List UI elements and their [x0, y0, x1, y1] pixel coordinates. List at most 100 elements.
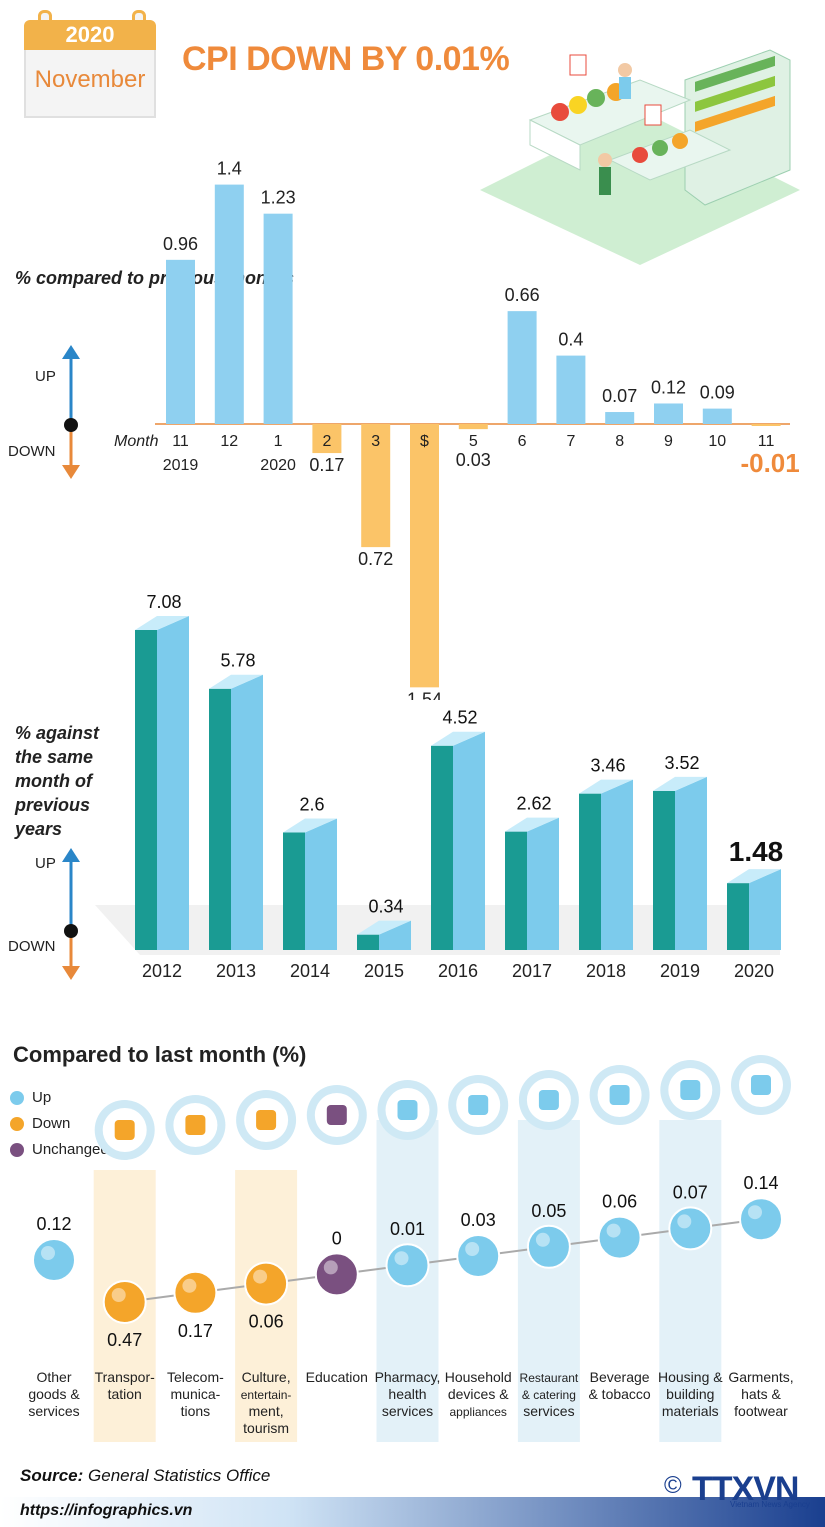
year-tick-label: 2017 [512, 961, 552, 981]
category-name-label: Telecom- [167, 1369, 224, 1385]
category-dot-highlight [323, 1260, 338, 1275]
month-value-label: 0.03 [456, 450, 491, 470]
shelf-produce-2 [695, 75, 775, 112]
calendar-month: November [24, 50, 156, 118]
year-tick-label: 2013 [216, 961, 256, 981]
category-name-label: & tobacco [588, 1386, 650, 1402]
shelf-produce-1 [695, 55, 775, 92]
month-tick-label: 8 [615, 433, 624, 450]
category-dot [526, 1224, 571, 1269]
category-dot [314, 1252, 359, 1297]
source-label: Source: [20, 1466, 84, 1485]
month-bar-3 [312, 424, 342, 454]
year-value-label: 1.48 [729, 836, 784, 867]
month-tick-label: 11 [758, 433, 775, 450]
category-value-label: 0.07 [673, 1182, 708, 1202]
yearly-bar-chart: 7.08 2012 5.78 2013 2.6 2014 0.34 2015 4.52 2016 2… [95, 592, 784, 981]
year-tick-label: 2019 [163, 457, 199, 474]
month-bar-4 [361, 424, 391, 548]
year-bar-2017 [505, 817, 559, 950]
year-bar-front [579, 793, 601, 950]
category-trend-line [124, 1218, 762, 1303]
year-bar-2019 [653, 776, 707, 950]
category-name-label: munica- [171, 1386, 221, 1402]
clapperboard-icon-glyph [256, 1110, 277, 1130]
category-name-label: Culture, [242, 1369, 291, 1385]
updown-arrow-2 [62, 848, 80, 980]
category-name-label: Pharmacy, [375, 1369, 441, 1385]
category-dot [739, 1197, 783, 1242]
category-value-label: 0.01 [390, 1219, 425, 1239]
category-name-label: Other [36, 1369, 71, 1385]
antenna-icon-glyph [185, 1115, 206, 1135]
year-bar-front [357, 934, 379, 950]
category-name-label: Household [445, 1369, 512, 1385]
category-name-label: Restaurant [520, 1371, 579, 1385]
year-bar-side [305, 818, 337, 950]
month-value-label: 1.4 [217, 159, 242, 179]
year-bar-2018 [579, 779, 633, 950]
year-bar-side [453, 731, 485, 950]
legend-unchanged-dot [10, 1142, 24, 1157]
month-bar-7 [507, 311, 537, 424]
footer-url-link[interactable]: https://infographics.vn [20, 1502, 193, 1519]
source-line: Source: General Statistics Office [20, 1466, 270, 1486]
month-value-label: 0.17 [309, 455, 344, 475]
up-label-1: UP [35, 368, 56, 385]
category-value-label: 0.17 [178, 1321, 213, 1341]
month-bar-8 [556, 355, 586, 424]
year-bar-front [505, 831, 527, 950]
year-bar-front [209, 688, 231, 950]
month-bar-6 [458, 424, 488, 430]
category-name-label: tourism [243, 1420, 289, 1436]
category-name-label: building [666, 1386, 714, 1402]
price-tag-icon [569, 54, 587, 76]
category-name-label: services [28, 1403, 79, 1419]
month-value-label: 0.12 [651, 377, 686, 397]
market-stall-side [529, 119, 581, 171]
shoe-icon-glyph [751, 1075, 771, 1095]
seller-body-icon [619, 77, 631, 99]
category-section-title: Compared to last month (%) [13, 1042, 307, 1067]
year-bar-side [675, 776, 707, 950]
calendar-year: 2020 [24, 20, 156, 50]
traffic-light-icon-glyph [114, 1120, 135, 1140]
down-arrow-icon [62, 966, 80, 980]
year-bar-2013 [209, 674, 263, 950]
year-bar-side [157, 615, 189, 950]
category-column-highlight [517, 1120, 580, 1442]
category-dot [102, 1280, 147, 1324]
category-name-label: tions [181, 1403, 211, 1419]
category-name-label: devices & [448, 1386, 509, 1402]
year-tick-label: 2020 [260, 457, 296, 474]
legend-down-dot [10, 1116, 24, 1131]
category-dot [32, 1238, 76, 1282]
shopper-body-icon [599, 167, 611, 195]
month-value-label: 0.4 [558, 330, 583, 350]
year-bar-front [653, 790, 675, 950]
month-tick-label: $ [420, 433, 429, 450]
year-tick-label: 2019 [660, 961, 700, 981]
category-name-label: ment, [249, 1403, 284, 1419]
category-name-label: tation [108, 1386, 142, 1402]
shelf-produce-3 [695, 95, 775, 132]
year-bar-side [527, 817, 559, 950]
calendar-badge: 2020 November [24, 10, 156, 118]
category-dot-highlight [182, 1278, 197, 1293]
down-arrow-icon [62, 465, 80, 479]
month-tick-label: 9 [664, 433, 673, 450]
year-bar-2016 [431, 731, 485, 950]
month-value-label: -0.01 [740, 448, 799, 478]
month-bar-11 [702, 408, 732, 424]
month-bar-0 [166, 259, 195, 424]
month-value-label: 0.72 [358, 549, 393, 569]
month-value-label: 0.96 [163, 234, 198, 254]
legend-up-label: Up [32, 1089, 52, 1106]
category-dot [173, 1270, 218, 1315]
category-column-highlight [659, 1120, 722, 1442]
category-name-label: & catering [522, 1388, 576, 1402]
graduation-cap-icon-glyph [326, 1105, 347, 1125]
category-dot-highlight [394, 1251, 409, 1266]
year-value-label: 2.62 [516, 794, 551, 814]
